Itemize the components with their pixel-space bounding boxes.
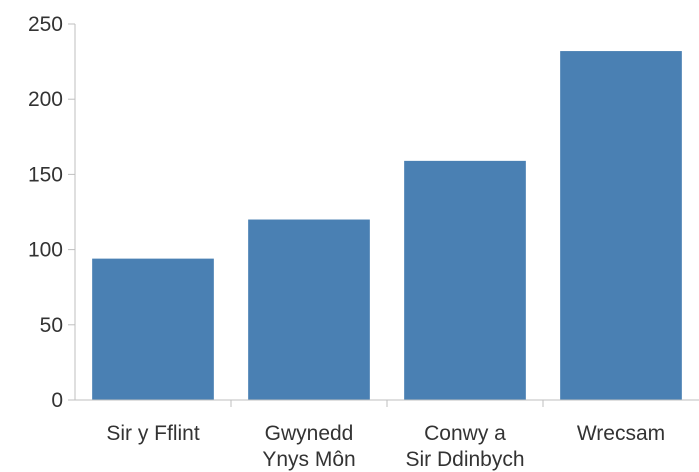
x-tick-label: Wrecsam xyxy=(577,422,665,445)
y-axis-ticks: 0 50 100 150 200 250 xyxy=(28,13,75,412)
bar xyxy=(92,258,214,400)
y-tick-label: 200 xyxy=(28,88,63,111)
x-tick-label: Sir y Fflint xyxy=(106,422,200,445)
y-tick-label: 250 xyxy=(28,13,63,36)
x-tick-label: Conwy a Sir Ddinbych xyxy=(405,422,524,471)
bar xyxy=(404,160,526,400)
bars xyxy=(92,51,682,401)
y-tick-label: 50 xyxy=(40,314,63,337)
x-tick-label-line: Gwynedd xyxy=(265,422,354,445)
x-tick-label: Gwynedd Ynys Môn xyxy=(262,422,355,471)
x-tick-label-line: Wrecsam xyxy=(577,422,665,445)
x-tick-label-line: Conwy a xyxy=(424,422,506,445)
x-tick-label-line: Sir Ddinbych xyxy=(405,448,524,471)
x-tick-label-line: Sir y Fflint xyxy=(106,422,200,445)
x-axis-ticks: Sir y Fflint Gwynedd Ynys Môn Conwy a Sir Dd… xyxy=(106,400,665,471)
y-tick-label: 100 xyxy=(28,239,63,262)
y-tick-label: 0 xyxy=(51,389,63,412)
bar xyxy=(248,219,370,400)
x-tick-label-line: Ynys Môn xyxy=(262,448,355,471)
y-tick-label: 150 xyxy=(28,163,63,186)
bar xyxy=(560,51,682,401)
